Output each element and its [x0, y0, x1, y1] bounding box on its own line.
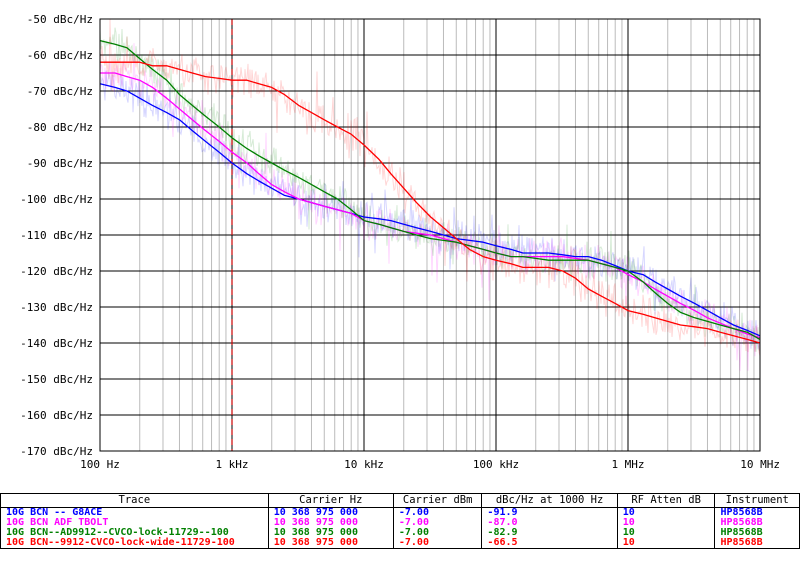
carrier-hz: 10 368 975 000 [267, 528, 394, 538]
instrument: HP8568B [714, 518, 800, 528]
header-dbc: dBc/Hz at 1000 Hz [481, 493, 618, 508]
y-tick-label: -90 dBc/Hz [27, 157, 93, 170]
series-line [100, 61, 761, 344]
x-tick-label: 100 Hz [80, 458, 120, 471]
series-line [99, 39, 761, 340]
rf-atten: 10 [616, 528, 716, 538]
legend-row: 10G BCN--9912-CVCO-lock-wide-11729-100 1… [0, 538, 800, 549]
x-tick-label: 10 kHz [344, 458, 384, 471]
dbc-value: -87.0 [481, 518, 618, 528]
y-tick-label: -130 dBc/Hz [20, 301, 93, 314]
legend-row: 10G BCN -- G8ACE 10 368 975 000 -7.00 -9… [0, 507, 800, 518]
header-carrier-hz: Carrier Hz [267, 493, 394, 508]
phase-noise-chart: -50 dBc/Hz -60 dBc/Hz -70 dBc/Hz -80 dBc/Hz… [20, 13, 780, 471]
rf-atten: 10 [616, 507, 716, 518]
carrier-hz: 10 368 975 000 [267, 538, 394, 549]
legend-row: 10G BCN ADF TBOLT 10 368 975 000 -7.00 -… [0, 518, 800, 528]
trace-name: 10G BCN--9912-CVCO-lock-wide-11729-100 [0, 538, 269, 549]
dbc-value: -66.5 [481, 538, 618, 549]
y-tick-labels: -50 dBc/Hz -60 dBc/Hz -70 dBc/Hz -80 dBc/Hz… [20, 13, 93, 458]
instrument: HP8568B [714, 528, 800, 538]
y-tick-label: -60 dBc/Hz [27, 49, 93, 62]
y-tick-label: -50 dBc/Hz [27, 13, 93, 26]
x-tick-label: 100 kHz [473, 458, 519, 471]
x-tick-labels: 100 Hz 1 kHz 10 kHz 100 kHz 1 MHz 10 MHz [80, 458, 780, 471]
instrument: HP8568B [714, 507, 800, 518]
y-tick-label: -80 dBc/Hz [27, 121, 93, 134]
header-trace: Trace [0, 493, 269, 508]
series-line [100, 72, 761, 339]
series-lines [99, 39, 761, 344]
rf-atten: 10 [616, 538, 716, 549]
carrier-hz: 10 368 975 000 [267, 518, 394, 528]
raw-noise-trace [99, 27, 761, 352]
y-tick-label: -140 dBc/Hz [20, 337, 93, 350]
x-tick-label: 10 MHz [740, 458, 780, 471]
raw-noise-trace [99, 19, 761, 357]
y-tick-label: -100 dBc/Hz [20, 193, 93, 206]
y-tick-label: -170 dBc/Hz [20, 445, 93, 458]
rf-atten: 10 [616, 518, 716, 528]
plot-frame [99, 18, 761, 452]
dbc-value: -82.9 [481, 528, 618, 538]
dbc-value: -91.9 [481, 507, 618, 518]
header-rf-atten: RF Atten dB [616, 493, 716, 508]
x-tick-label: 1 kHz [215, 458, 248, 471]
x-tick-label: 1 MHz [611, 458, 644, 471]
raw-noise-traces [99, 19, 761, 372]
header-carrier-dbm: Carrier dBm [392, 493, 483, 508]
legend-table: Trace Carrier Hz Carrier dBm dBc/Hz at 1… [0, 493, 800, 549]
legend-row: 10G BCN--AD9912--CVCO-lock-11729--100 10… [0, 528, 800, 538]
y-tick-label: -160 dBc/Hz [20, 409, 93, 422]
y-tick-label: -120 dBc/Hz [20, 265, 93, 278]
raw-noise-trace [99, 70, 761, 350]
instrument: HP8568B [714, 538, 800, 549]
carrier-hz: 10 368 975 000 [267, 507, 394, 518]
y-tick-label: -110 dBc/Hz [20, 229, 93, 242]
y-tick-label: -70 dBc/Hz [27, 85, 93, 98]
header-instrument: Instrument [714, 493, 800, 508]
series-line [99, 83, 761, 337]
y-tick-label: -150 dBc/Hz [20, 373, 93, 386]
carrier-dbm: -7.00 [392, 538, 483, 549]
